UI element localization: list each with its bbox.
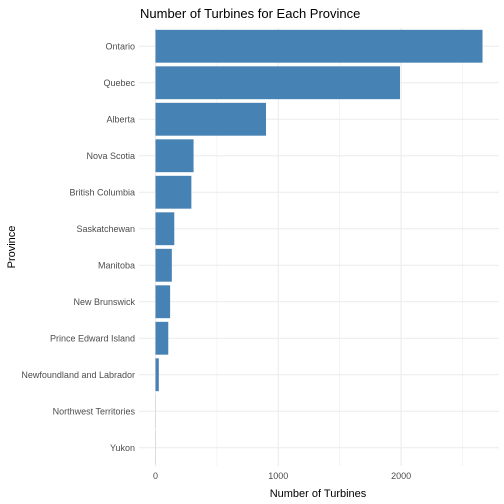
bar-alberta — [155, 102, 267, 136]
y-tick-label: British Columbia — [69, 187, 135, 197]
y-tick-label: Newfoundland and Labrador — [21, 370, 135, 380]
bars — [155, 29, 483, 465]
y-tick-label: Manitoba — [98, 260, 135, 270]
x-tick-label: 1000 — [268, 471, 288, 481]
y-tick-label: Yukon — [110, 443, 135, 453]
y-tick-label: Alberta — [106, 114, 135, 124]
bar-british-columbia — [155, 175, 192, 209]
bar-newfoundland-and-labrador — [155, 358, 159, 392]
plot-panel — [139, 28, 499, 466]
bar-nova-scotia — [155, 139, 194, 173]
bar-saskatchewan — [155, 212, 175, 246]
chart-title: Number of Turbines for Each Province — [140, 6, 360, 21]
y-tick-label: Northwest Territories — [53, 406, 136, 416]
x-tick-labels: 0 1000 2000 — [153, 471, 411, 481]
x-tick-label: 2000 — [391, 471, 411, 481]
y-tick-labels: Ontario Quebec Alberta Nova Scotia British C… — [21, 41, 135, 453]
bar-ontario — [155, 29, 483, 63]
bar-quebec — [155, 66, 400, 100]
y-tick-label: New Brunswick — [73, 297, 135, 307]
y-tick-label: Prince Edward Island — [50, 333, 135, 343]
y-axis-label: Province — [6, 226, 18, 269]
x-axis-label: Number of Turbines — [270, 488, 367, 500]
x-tick-label: 0 — [153, 471, 158, 481]
bar-manitoba — [155, 248, 172, 282]
bar-prince-edward-island — [155, 321, 169, 355]
y-tick-label: Nova Scotia — [86, 151, 135, 161]
y-tick-label: Quebec — [103, 78, 135, 88]
y-tick-label: Saskatchewan — [76, 224, 135, 234]
bar-new-brunswick — [155, 285, 171, 319]
y-tick-label: Ontario — [105, 41, 135, 51]
